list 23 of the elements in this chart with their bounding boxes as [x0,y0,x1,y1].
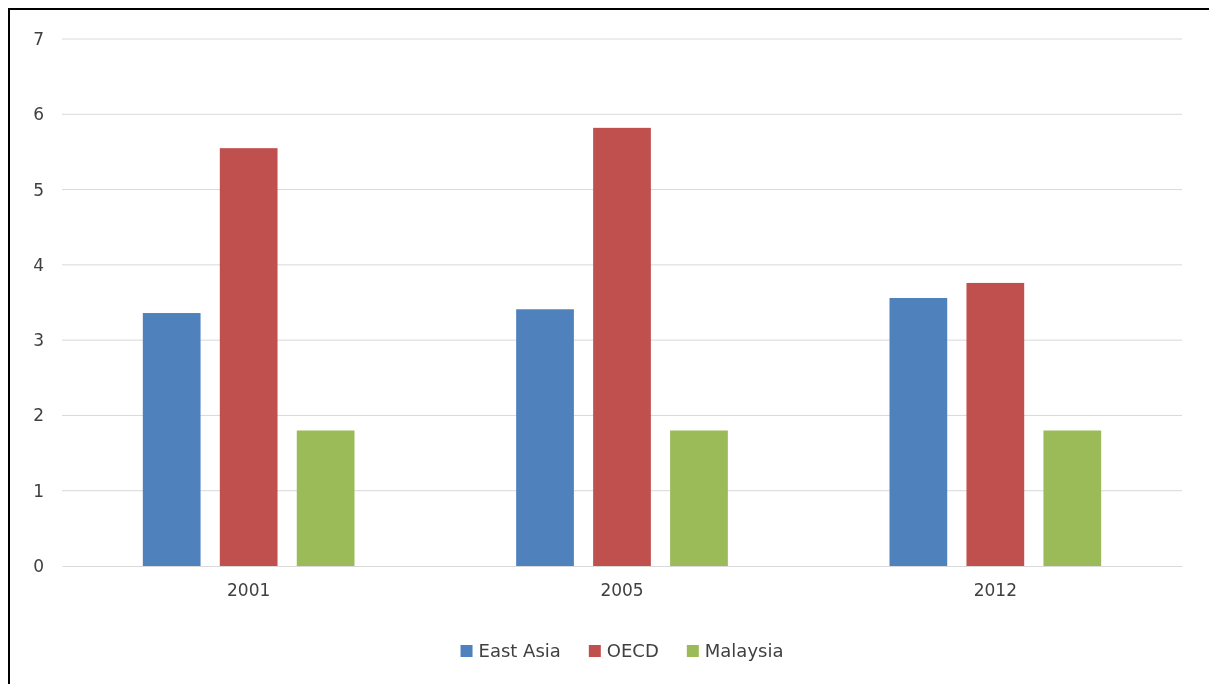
bar [219,148,278,566]
y-tick-label: 0 [33,555,44,576]
y-tick-label: 4 [33,254,44,275]
bar [966,282,1025,566]
y-tick-label: 7 [33,28,44,49]
legend-label: OECD [606,640,659,661]
bar [516,309,574,566]
y-tick-label: 1 [33,480,44,501]
bar [1043,430,1102,566]
legend-label: Malaysia [704,640,784,661]
bar [142,313,201,566]
x-tick-label: 2001 [227,580,271,601]
y-tick-label: 2 [33,405,44,426]
bar [593,127,651,566]
x-tick-label: 2005 [600,580,644,601]
bar [670,430,728,566]
y-tick-label: 6 [33,104,44,125]
bar [889,297,948,566]
y-tick-label: 3 [33,330,44,351]
bar [296,430,355,566]
legend-label: East Asia [478,640,561,661]
y-tick-label: 5 [33,179,44,200]
x-tick-label: 2012 [973,580,1017,601]
